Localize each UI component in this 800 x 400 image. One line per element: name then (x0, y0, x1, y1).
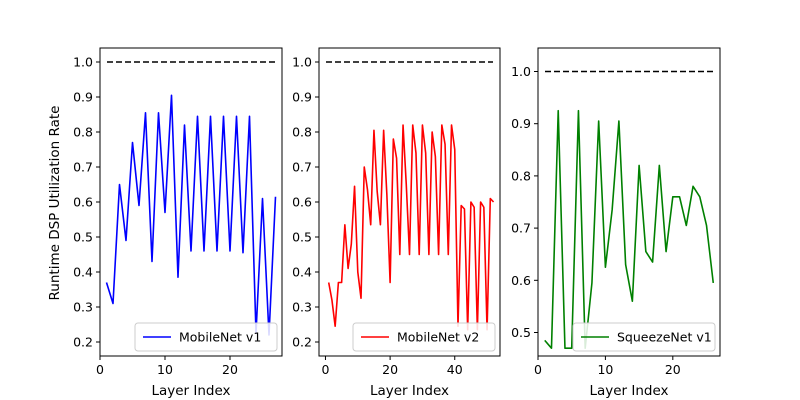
x-axis-label: Layer Index (370, 383, 449, 399)
chart-panel-2: 0.2 0.3 0.4 0.5 0.6 0.7 0.8 0.9 1.0 0 20 40 Layer In… (292, 47, 501, 399)
y-tick-label: 0.5 (511, 325, 531, 340)
x-tick-label: 0 (96, 362, 104, 377)
legend-label: SqueezeNet v1 (617, 330, 712, 345)
x-tick-label: 40 (447, 362, 463, 377)
y-tick-label: 0.6 (292, 195, 312, 210)
legend-box (134, 322, 278, 352)
legend: SqueezeNet v1 (572, 322, 716, 352)
y-tick-label: 0.8 (73, 125, 93, 140)
x-tick-label: 10 (157, 362, 173, 377)
y-tick-label: 0.7 (511, 221, 531, 236)
x-tick-label: 0 (534, 362, 542, 377)
y-tick-label: 0.5 (292, 230, 312, 245)
y-tick-label: 0.6 (73, 195, 93, 210)
y-tick-label: 0.7 (292, 160, 312, 175)
y-tick-label: 1.0 (73, 55, 93, 70)
y-tick-label: 0.4 (292, 265, 312, 280)
legend-label: MobileNet v1 (179, 330, 261, 345)
legend: MobileNet v1 (134, 322, 278, 352)
y-tick-label: 1.0 (292, 55, 312, 70)
y-tick-label: 0.5 (73, 230, 93, 245)
x-tick-label: 20 (665, 362, 681, 377)
y-tick-label: 0.8 (511, 168, 531, 183)
legend-label: MobileNet v2 (397, 330, 479, 345)
axes-frame (537, 47, 721, 357)
y-tick-label: 0.7 (73, 160, 93, 175)
chart-panel-3: 0.5 0.6 0.7 0.8 0.9 1.0 0 10 20 Layer Index Squeez… (511, 47, 721, 399)
x-tick-label: 10 (597, 362, 613, 377)
y-tick-label: 0.6 (511, 273, 531, 288)
chart-panel-1: 0.2 0.3 0.4 0.5 0.6 0.7 0.8 0.9 1.0 0 10 20 Layer In… (73, 47, 283, 399)
y-tick-label: 0.2 (73, 335, 93, 350)
legend-box (352, 322, 496, 352)
series-line (327, 124, 495, 331)
y-tick-label: 0.9 (292, 90, 312, 105)
y-tick-label: 0.9 (73, 90, 93, 105)
y-tick-label: 0.3 (292, 300, 312, 315)
legend: MobileNet v2 (352, 322, 496, 352)
y-axis-label: Runtime DSP Utilization Rate (47, 106, 63, 301)
y-tick-label: 0.4 (73, 265, 93, 280)
legend-box (572, 322, 716, 352)
x-axis-label: Layer Index (589, 383, 668, 399)
series-line (544, 109, 715, 349)
x-tick-label: 20 (222, 362, 238, 377)
y-tick-label: 0.3 (73, 300, 93, 315)
y-tick-label: 0.8 (292, 125, 312, 140)
x-axis-label: Layer Index (151, 383, 230, 399)
x-tick-label: 0 (321, 362, 329, 377)
y-tick-label: 0.2 (292, 335, 312, 350)
y-tick-label: 1.0 (511, 64, 531, 79)
x-tick-label: 20 (382, 362, 398, 377)
y-tick-label: 0.9 (511, 116, 531, 131)
